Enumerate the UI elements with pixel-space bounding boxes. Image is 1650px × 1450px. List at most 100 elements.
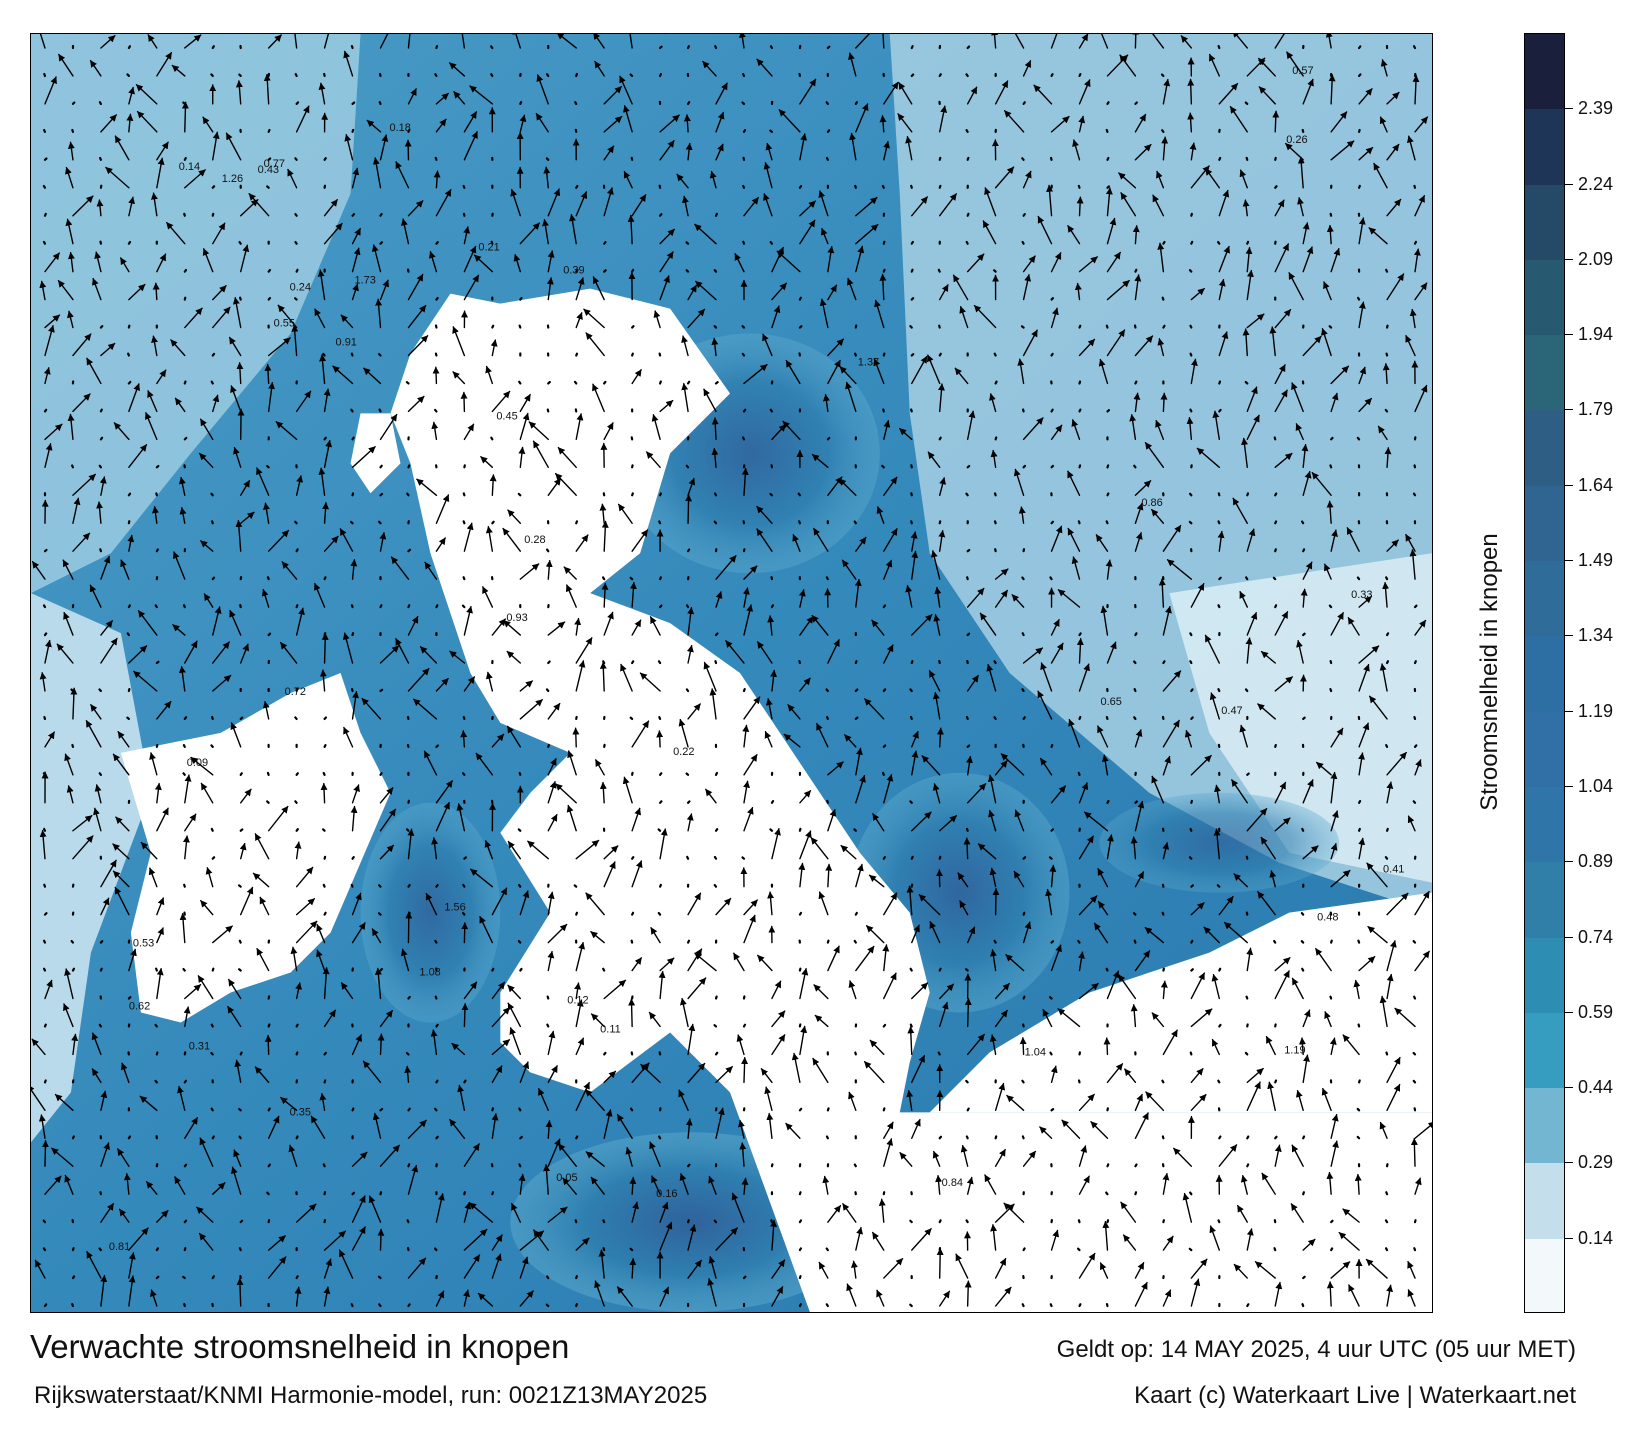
- current-arrow: [629, 34, 633, 49]
- current-arrow: [485, 671, 494, 692]
- current-arrow: [1162, 660, 1166, 665]
- current-arrow: [42, 184, 47, 189]
- current-arrow: [1358, 301, 1366, 329]
- current-arrow: [1162, 78, 1171, 105]
- current-arrow: [42, 827, 47, 832]
- current-arrow: [952, 274, 969, 301]
- current-arrow: [603, 861, 616, 888]
- current-arrow: [98, 101, 102, 105]
- current-arrow: [513, 254, 522, 273]
- current-arrow: [631, 325, 635, 329]
- current-arrow: [547, 621, 566, 636]
- current-arrow: [1186, 417, 1194, 441]
- current-arrow: [519, 1061, 530, 1084]
- current-arrow: [99, 408, 103, 413]
- current-arrow: [1217, 1219, 1221, 1224]
- current-arrow: [100, 342, 116, 357]
- current-arrow: [1274, 243, 1290, 273]
- current-arrow: [89, 59, 102, 77]
- current-arrow: [405, 828, 410, 832]
- current-arrow: [1157, 242, 1165, 273]
- current-arrow: [1358, 837, 1366, 860]
- current-arrow: [1162, 842, 1170, 860]
- current-arrow: [659, 957, 675, 972]
- current-arrow: [230, 385, 242, 413]
- current-arrow: [1018, 506, 1026, 524]
- current-arrow: [938, 436, 942, 441]
- current-arrow: [510, 188, 522, 217]
- current-arrow: [1328, 325, 1333, 329]
- current-arrow: [261, 588, 270, 608]
- current-arrow: [602, 1247, 606, 1252]
- current-arrow: [39, 34, 46, 49]
- legend-tick: [1565, 334, 1573, 336]
- current-arrow: [519, 100, 523, 105]
- current-arrow: [770, 800, 775, 804]
- current-arrow: [1274, 611, 1289, 636]
- current-arrow: [1050, 73, 1054, 78]
- current-arrow: [910, 531, 918, 552]
- current-arrow: [463, 245, 477, 273]
- current-arrow: [473, 254, 494, 273]
- current-arrow: [72, 835, 94, 860]
- current-arrow: [482, 586, 494, 608]
- legend-tick-label: 1.04: [1578, 775, 1614, 796]
- current-arrow: [1162, 670, 1182, 692]
- map-credit[interactable]: Kaart (c) Waterkaart Live | Waterkaart.n…: [1134, 1382, 1576, 1409]
- current-arrow: [70, 688, 75, 693]
- current-arrow: [932, 691, 941, 720]
- current-arrow: [200, 899, 214, 916]
- current-arrow: [713, 325, 718, 329]
- current-arrow: [705, 788, 717, 804]
- current-arrow: [844, 734, 857, 748]
- speed-label: 0.62: [129, 1000, 150, 1012]
- current-arrow: [407, 273, 424, 301]
- current-arrow: [1302, 471, 1312, 496]
- current-arrow: [681, 195, 689, 217]
- current-arrow: [827, 245, 835, 273]
- current-arrow: [1315, 947, 1332, 972]
- current-arrow: [156, 141, 169, 161]
- current-map[interactable]: 0.26 0.39 0.24 0.33 0.41 0.57 0.45 0.84 0.93 0.72…: [30, 33, 1433, 1313]
- current-arrow: [982, 220, 997, 245]
- current-arrow: [295, 982, 302, 1000]
- current-arrow: [149, 752, 158, 776]
- current-arrow: [883, 476, 898, 496]
- current-arrow: [43, 157, 48, 161]
- current-arrow: [966, 45, 971, 50]
- current-arrow: [911, 355, 928, 385]
- current-arrow: [910, 855, 914, 860]
- current-arrow: [575, 911, 579, 916]
- current-arrow: [435, 44, 439, 50]
- current-arrow: [350, 604, 354, 609]
- current-arrow: [120, 1062, 130, 1084]
- current-arrow: [1050, 1065, 1058, 1084]
- current-arrow: [72, 393, 91, 413]
- current-arrow: [623, 105, 633, 133]
- current-arrow: [323, 911, 327, 916]
- current-arrow: [631, 352, 634, 357]
- current-arrow: [1189, 660, 1193, 665]
- current-arrow: [1265, 1035, 1276, 1056]
- current-arrow: [965, 492, 969, 497]
- current-arrow: [1357, 296, 1361, 301]
- current-arrow: [1105, 187, 1113, 217]
- current-arrow: [936, 727, 944, 748]
- current-arrow: [799, 1025, 808, 1056]
- current-arrow: [264, 1034, 272, 1056]
- current-arrow: [127, 1135, 132, 1140]
- current-arrow: [1330, 529, 1338, 552]
- legend-band: [1525, 862, 1564, 939]
- current-arrow: [1188, 492, 1193, 497]
- current-arrow: [1274, 743, 1277, 748]
- current-arrow: [295, 475, 304, 496]
- current-arrow: [1302, 1135, 1306, 1140]
- current-arrow: [1302, 548, 1306, 553]
- current-arrow: [659, 228, 675, 245]
- speed-label: 0.72: [285, 686, 306, 698]
- current-arrow: [1021, 632, 1025, 637]
- current-arrow: [463, 606, 473, 636]
- current-arrow: [687, 977, 707, 1000]
- current-arrow: [1160, 392, 1168, 413]
- current-arrow: [432, 366, 440, 385]
